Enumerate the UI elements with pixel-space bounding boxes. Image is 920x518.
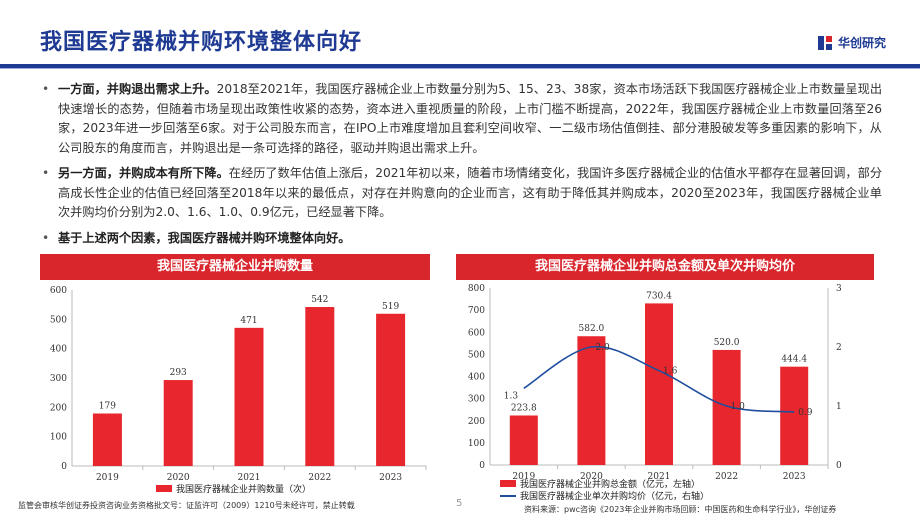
y-tick-label: 400 [50,345,67,355]
y-tick-label: 300 [468,395,485,405]
bullet-item: • 基于上述两个因素，我国医疗器械并购环境整体向好。 [42,229,882,249]
bar [92,413,122,466]
bar [376,313,406,466]
chart-title-deal-value: 我国医疗器械企业并购总金额及单次并购均价 [456,254,874,280]
brand-logo-icon [817,35,832,50]
data-label: 293 [170,368,187,378]
bar [645,303,673,465]
legend-label-line: 我国医疗器械企业单次并购均价（亿元，右轴） [520,490,709,502]
y2-tick-label: 3 [836,284,842,294]
y-tick-label: 800 [468,284,485,294]
x-tick-label: 2023 [783,472,806,482]
chart-title-deal-count: 我国医疗器械企业并购数量 [40,254,430,280]
brand-name: 华创研究 [837,36,886,50]
y-tick-label: 700 [468,306,485,316]
line-data-label: 1.0 [731,402,746,412]
header-divider-light [0,68,920,69]
y-tick-label: 100 [468,439,485,449]
y-tick-label: 0 [61,462,67,472]
bar [163,380,193,466]
bullet-lead: 基于上述两个因素，我国医疗器械并购环境整体向好。 [58,230,351,245]
y-tick-label: 500 [50,315,67,325]
data-label: 542 [311,295,328,305]
bullet-text: 2018至2021年，我国医疗器械企业上市数量分别为5、15、23、38家，资本… [58,82,883,155]
y-tick-label: 100 [50,433,67,443]
y2-tick-label: 0 [836,461,842,471]
x-tick-label: 2022 [715,472,738,482]
y-tick-label: 300 [50,374,67,384]
y2-tick-label: 1 [836,402,842,412]
data-label: 730.4 [646,291,672,301]
y-tick-label: 500 [468,350,485,360]
page-title: 我国医疗器械并购环境整体向好 [40,30,363,55]
data-label: 444.4 [781,355,807,365]
bullet-item: • 一方面，并购退出需求上升。2018至2021年，我国医疗器械企业上市数量分别… [42,80,882,158]
bullet-lead: 另一方面，并购成本有所下降。 [58,166,229,180]
legend-swatch [156,485,172,492]
bar [577,336,606,465]
x-tick-label: 2021 [238,473,261,483]
x-tick-label: 2021 [648,472,671,482]
bullet-list: • 一方面，并购退出需求上升。2018至2021年，我国医疗器械企业上市数量分别… [42,80,882,254]
line-data-label: 1.6 [663,367,678,377]
bullet-item: • 另一方面，并购成本有所下降。在经历了数年估值上涨后，2021年初以来，随着市… [42,164,882,223]
y-tick-label: 0 [479,461,485,471]
data-label: 471 [240,316,257,326]
bullet-lead: 一方面，并购退出需求上升。 [58,82,217,96]
data-label: 520.0 [714,338,740,348]
bar [234,327,264,466]
bullet-text: 在经历了数年估值上涨后，2021年初以来，随着市场情绪变化，我国许多医疗器械企业… [58,166,883,219]
y-tick-label: 200 [468,417,485,427]
x-tick-label: 2019 [96,473,119,483]
x-tick-label: 2019 [512,472,535,482]
x-tick-label: 2023 [379,473,402,483]
data-label: 519 [382,302,399,312]
bullet-dot-icon: • [42,82,50,96]
legend-label: 我国医疗器械企业并购数量（次） [176,483,311,495]
y-tick-label: 600 [468,328,485,338]
deal-count-chart: 0 100 200 300 400 500 600 179 2019 293 2020 471 2021… [50,286,427,495]
line-data-label: 0.9 [798,408,813,418]
line-data-label: 2.0 [595,343,610,353]
source-note: 资料来源：pwc咨询《2023年企业并购市场回顾：中国医药和生命科学行业》，华创… [524,505,837,514]
data-label: 179 [99,401,116,411]
x-tick-label: 2022 [308,473,331,483]
data-label: 223.8 [511,403,537,413]
x-tick-label: 2020 [167,473,190,483]
brand-logo: 华创研究 [817,34,886,51]
bullet-dot-icon: • [42,230,50,245]
data-label: 582.0 [579,324,605,334]
y-tick-label: 600 [50,286,67,296]
footer-note: 监管会审核华创证券投资咨询业务资格批文号：证监许可（2009）1210号未经许可… [18,501,355,510]
bar [509,415,538,465]
legend-label-bar: 我国医疗器械企业并购总金额（亿元，左轴） [520,478,700,490]
y-tick-label: 400 [468,373,485,383]
x-tick-label: 2020 [580,472,603,482]
page-number: 5 [456,498,463,509]
bullet-dot-icon: • [42,166,50,180]
bar [780,366,809,465]
bar [305,307,335,466]
avg-price-line [523,345,795,413]
legend-swatch-bar [500,480,516,487]
y-tick-label: 200 [50,403,67,413]
deal-value-chart: 0 100 200 300 400 500 600 700 800 0 1 2 3 223.8 2019 58… [468,284,842,502]
header-divider [0,64,920,68]
y2-tick-label: 2 [836,343,842,353]
line-data-label: 1.3 [504,391,519,401]
